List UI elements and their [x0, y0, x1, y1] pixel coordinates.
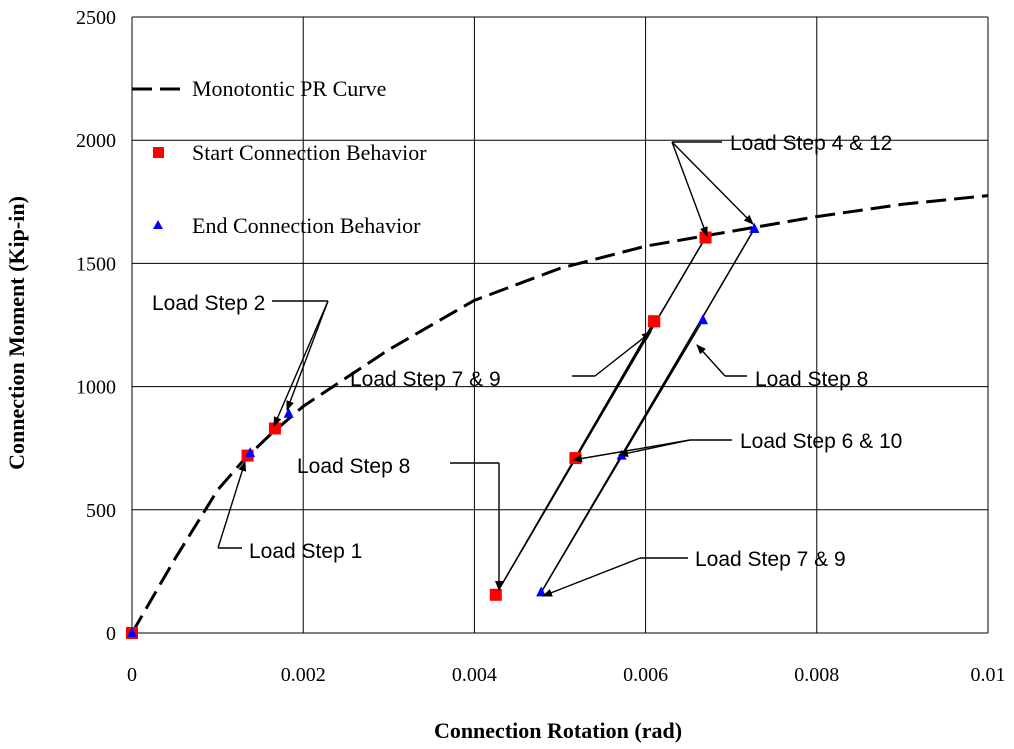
- end-connection-point: [127, 627, 137, 637]
- x-tick-label: 0.004: [452, 664, 497, 686]
- x-tick-label: 0.002: [281, 664, 326, 686]
- legend-swatch-end: [153, 220, 163, 229]
- x-axis-title: Connection Rotation (rad): [434, 718, 682, 743]
- annotation-arrow: [594, 331, 652, 377]
- grid: [131, 16, 989, 634]
- start-connection-point: [489, 588, 502, 601]
- annotation-label: Load Step 6 & 10: [740, 430, 902, 453]
- end-connection-point: [245, 447, 256, 458]
- annotation-arrow: [542, 557, 641, 597]
- y-tick-label: 1000: [76, 377, 116, 399]
- y-tick-label: 500: [86, 500, 116, 522]
- connector-lines: [495, 228, 755, 596]
- annotation-label: Load Step 8: [755, 368, 868, 391]
- annotations: Load Step 4 & 12 Load Step 2 Load Step 7 &…: [152, 132, 902, 597]
- start-connection-point: [569, 452, 582, 465]
- monotonic-pr-curve-line: [130, 194, 989, 634]
- end-connection-point: [283, 407, 294, 418]
- legend-swatch-start: [153, 147, 164, 158]
- annotation-arrow: [671, 141, 708, 237]
- annotation-arrow: [217, 461, 247, 549]
- y-tick-label: 2000: [76, 130, 116, 152]
- y-tick-label: 0: [106, 623, 116, 645]
- end-connection-point: [697, 314, 708, 325]
- x-tick-label: 0: [127, 664, 137, 686]
- annotation-label: Load Step 4 & 12: [730, 132, 892, 155]
- annotation-label: Load Step 2: [152, 292, 265, 315]
- connector-line: [495, 237, 707, 596]
- x-tick-label: 0.01: [971, 664, 1006, 686]
- annotation-label: Load Step 1: [249, 540, 362, 563]
- y-tick-label: 2500: [76, 7, 116, 29]
- annotation-arrow: [618, 439, 691, 458]
- end-connection-point: [749, 222, 760, 233]
- annotation-arrow: [273, 300, 329, 427]
- x-tick-label: 0.006: [623, 664, 668, 686]
- y-axis-title: Connection Moment (Kip-in): [4, 196, 29, 470]
- data-markers: [126, 222, 760, 639]
- annotation-label: Load Step 8: [297, 455, 410, 478]
- monotonic-curve: [130, 194, 989, 634]
- annotation-label: Load Step 7 & 9: [695, 548, 846, 571]
- x-tick-label: 0.008: [794, 664, 839, 686]
- legend-label-curve: Monotontic PR Curve: [192, 76, 386, 101]
- annotation-arrow: [671, 141, 754, 225]
- legend: Monotontic PR Curve Start Connection Beh…: [132, 76, 427, 238]
- start-connection-point: [648, 315, 661, 328]
- connector-line: [540, 228, 755, 593]
- tick-labels: 0 0.002 0.004 0.006 0.008 0.01 0 500 1000 1500 200…: [76, 7, 1006, 686]
- annotation-arrow: [696, 344, 726, 377]
- annotation-arrow: [572, 439, 691, 463]
- annotation-arrow: [286, 300, 329, 411]
- legend-label-start: Start Connection Behavior: [192, 140, 427, 165]
- annotation-label: Load Step 7 & 9: [350, 368, 501, 391]
- legend-label-end: End Connection Behavior: [192, 213, 421, 238]
- y-tick-label: 1500: [76, 253, 116, 275]
